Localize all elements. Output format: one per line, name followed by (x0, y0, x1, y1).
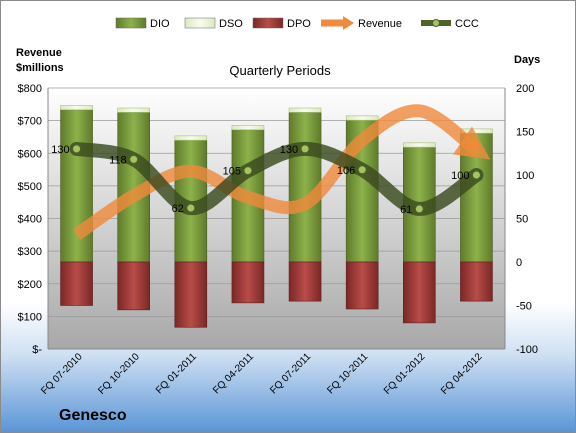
chart-title: Quarterly Periods (229, 63, 331, 78)
ccc-data-label: 130 (280, 144, 298, 156)
bar-dpo (288, 261, 322, 302)
left-tick-label: $- (32, 344, 42, 356)
left-tick-label: $400 (18, 214, 42, 226)
bar-dpo (174, 261, 208, 328)
legend-label-dso: DSO (219, 18, 243, 30)
bar-dpo (60, 261, 93, 306)
left-tick-label: $200 (18, 279, 42, 291)
left-tick-label: $100 (18, 311, 42, 323)
right-axis-label: Days (514, 54, 540, 66)
bar-dso (60, 105, 93, 111)
ccc-data-label: 100 (451, 170, 469, 182)
ccc-data-label: 61 (400, 204, 412, 216)
right-tick-label: 150 (516, 127, 534, 139)
ccc-data-label: 105 (223, 166, 241, 178)
ccc-point (414, 204, 424, 214)
bar-dso (117, 107, 150, 113)
category-tick-label: FQ 07-2011 (268, 351, 313, 396)
lines-layer (69, 104, 491, 241)
bar-dio (460, 132, 493, 263)
category-tick-label: FQ 07-2010 (39, 351, 85, 397)
legend-marker-ccc (432, 19, 440, 27)
ccc-point (72, 144, 82, 154)
ccc-point (300, 144, 310, 154)
bar-dpo (117, 261, 150, 311)
category-tick-label: FQ 01-2011 (154, 351, 199, 396)
ccc-point (357, 165, 367, 175)
legend-swatch-dpo (252, 17, 284, 29)
bar-dso (345, 115, 379, 121)
legend-label-dpo: DPO (287, 18, 311, 30)
bar-dpo (460, 261, 493, 302)
bar-dpo (231, 261, 265, 304)
ccc-point (471, 170, 481, 180)
category-tick-label: FQ 04-2012 (439, 351, 485, 397)
ccc-point (129, 154, 139, 164)
legend-label-dio: DIO (150, 18, 170, 30)
bar-dio (60, 109, 93, 263)
bar-dso (403, 142, 436, 148)
legend: DIO DSO DPO Revenue CCC (115, 16, 479, 30)
left-axis-label-line1: Revenue (16, 47, 62, 59)
category-tick-label: FQ 10-2011 (325, 351, 370, 396)
ccc-data-label: 62 (172, 203, 184, 215)
legend-label-ccc: CCC (455, 18, 479, 30)
legend-swatch-dso (184, 17, 216, 29)
bar-dpo (345, 261, 379, 310)
category-tick-label: FQ 01-2012 (382, 351, 428, 397)
company-name: Genesco (59, 407, 127, 424)
ccc-data-label: 130 (51, 144, 69, 156)
data-labels-layer: 130 118 62 105 130 106 61 100 (51, 144, 469, 216)
bar-dso (288, 107, 322, 113)
category-tick-label: FQ 04-2011 (211, 351, 256, 396)
legend-arrow-revenue (343, 16, 354, 30)
right-tick-label: 0 (516, 257, 522, 269)
left-tick-label: $500 (18, 181, 42, 193)
left-tick-label: $300 (18, 246, 42, 258)
legend-label-revenue: Revenue (358, 18, 402, 30)
category-tick-label: FQ 10-2010 (96, 351, 142, 397)
legend-swatch-dio (115, 17, 147, 29)
bar-dpo (403, 261, 436, 324)
left-axis-label-line2: $millions (16, 62, 64, 74)
right-tick-label: 200 (516, 83, 534, 95)
ccc-data-label: 118 (109, 154, 127, 166)
left-tick-label: $600 (18, 148, 42, 160)
left-tick-label: $700 (18, 116, 42, 128)
right-tick-label: 100 (516, 170, 534, 182)
revenue-line (72, 104, 491, 241)
bar-dso (174, 135, 208, 141)
right-tick-label: -50 (516, 301, 532, 313)
ccc-data-label: 106 (337, 165, 355, 177)
ccc-point (186, 203, 196, 213)
ccc-point (243, 166, 253, 176)
bar-dso (231, 125, 265, 131)
right-tick-label: 50 (516, 214, 528, 226)
left-tick-label: $800 (18, 83, 42, 95)
right-tick-label: -100 (516, 344, 538, 356)
